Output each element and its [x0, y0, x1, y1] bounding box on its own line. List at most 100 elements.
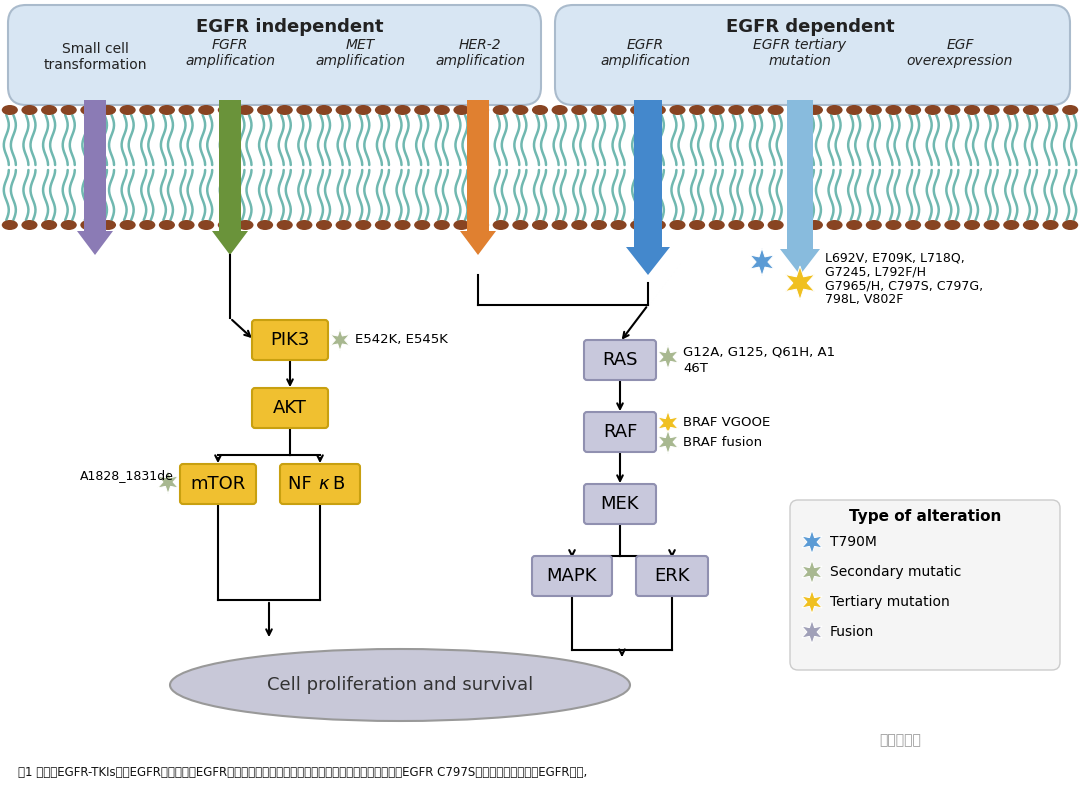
Ellipse shape — [905, 105, 921, 115]
Ellipse shape — [473, 220, 489, 230]
Ellipse shape — [316, 105, 332, 115]
FancyBboxPatch shape — [280, 464, 360, 504]
Ellipse shape — [768, 220, 784, 230]
FancyBboxPatch shape — [584, 484, 656, 524]
Ellipse shape — [964, 105, 980, 115]
Ellipse shape — [120, 105, 136, 115]
Ellipse shape — [238, 105, 254, 115]
Ellipse shape — [100, 220, 116, 230]
Ellipse shape — [492, 220, 509, 230]
Ellipse shape — [22, 220, 38, 230]
Ellipse shape — [748, 220, 764, 230]
Ellipse shape — [708, 105, 725, 115]
Ellipse shape — [336, 105, 352, 115]
Text: AKT: AKT — [273, 399, 307, 417]
Ellipse shape — [1023, 220, 1039, 230]
Ellipse shape — [846, 105, 862, 115]
Ellipse shape — [454, 105, 470, 115]
Text: EGFR tertiary
mutation: EGFR tertiary mutation — [754, 38, 847, 68]
Text: B: B — [332, 475, 345, 493]
FancyBboxPatch shape — [532, 556, 612, 596]
Ellipse shape — [748, 105, 764, 115]
Ellipse shape — [630, 220, 646, 230]
Ellipse shape — [178, 220, 194, 230]
Text: Type of alteration: Type of alteration — [849, 509, 1001, 523]
Text: EGFR
amplification: EGFR amplification — [600, 38, 690, 68]
Ellipse shape — [1003, 105, 1020, 115]
Ellipse shape — [787, 105, 804, 115]
Ellipse shape — [689, 105, 705, 115]
Polygon shape — [780, 249, 820, 275]
Text: EGFR independent: EGFR independent — [197, 18, 383, 36]
Ellipse shape — [591, 105, 607, 115]
Polygon shape — [212, 231, 248, 255]
Polygon shape — [626, 247, 670, 275]
Ellipse shape — [984, 220, 1000, 230]
Ellipse shape — [924, 220, 941, 230]
Ellipse shape — [120, 220, 136, 230]
Ellipse shape — [591, 220, 607, 230]
Ellipse shape — [22, 105, 38, 115]
Text: mTOR: mTOR — [190, 475, 245, 493]
Ellipse shape — [316, 220, 332, 230]
Polygon shape — [658, 430, 678, 454]
Ellipse shape — [826, 220, 842, 230]
Bar — [787, 100, 813, 249]
Ellipse shape — [689, 220, 705, 230]
Ellipse shape — [296, 220, 312, 230]
Text: ERK: ERK — [654, 567, 690, 585]
FancyBboxPatch shape — [636, 556, 708, 596]
Ellipse shape — [355, 220, 372, 230]
Ellipse shape — [1023, 105, 1039, 115]
Text: G12A, G125, Q61H, A1: G12A, G125, Q61H, A1 — [683, 346, 835, 358]
Text: E542K, E545K: E542K, E545K — [355, 333, 448, 347]
Ellipse shape — [41, 105, 57, 115]
FancyBboxPatch shape — [789, 500, 1059, 670]
Ellipse shape — [807, 220, 823, 230]
Polygon shape — [801, 620, 822, 644]
Ellipse shape — [787, 220, 804, 230]
Bar — [634, 100, 662, 247]
Ellipse shape — [159, 105, 175, 115]
Ellipse shape — [414, 105, 430, 115]
Ellipse shape — [708, 220, 725, 230]
Ellipse shape — [218, 105, 234, 115]
Polygon shape — [801, 560, 822, 584]
Ellipse shape — [650, 220, 666, 230]
Ellipse shape — [375, 220, 391, 230]
Ellipse shape — [670, 220, 686, 230]
Ellipse shape — [886, 105, 902, 115]
Ellipse shape — [552, 105, 568, 115]
Polygon shape — [460, 231, 496, 255]
Ellipse shape — [630, 105, 646, 115]
Ellipse shape — [60, 220, 77, 230]
Ellipse shape — [1042, 220, 1058, 230]
Ellipse shape — [886, 220, 902, 230]
Text: EGFR dependent: EGFR dependent — [726, 18, 894, 36]
Text: G7245, L792F/H: G7245, L792F/H — [825, 266, 926, 278]
Bar — [467, 100, 489, 231]
Ellipse shape — [846, 220, 862, 230]
Polygon shape — [158, 470, 178, 494]
Ellipse shape — [100, 105, 116, 115]
FancyBboxPatch shape — [584, 340, 656, 380]
Ellipse shape — [296, 105, 312, 115]
Ellipse shape — [257, 105, 273, 115]
Ellipse shape — [276, 220, 293, 230]
Ellipse shape — [944, 220, 960, 230]
Ellipse shape — [807, 105, 823, 115]
Text: FGFR
amplification: FGFR amplification — [185, 38, 275, 68]
Ellipse shape — [139, 220, 156, 230]
Ellipse shape — [2, 105, 18, 115]
Ellipse shape — [355, 105, 372, 115]
Text: HER-2
amplification: HER-2 amplification — [435, 38, 525, 68]
Ellipse shape — [512, 220, 528, 230]
Text: Small cell
transformation: Small cell transformation — [43, 42, 147, 72]
Text: PIK3: PIK3 — [270, 331, 310, 349]
Text: MET
amplification: MET amplification — [315, 38, 405, 68]
Ellipse shape — [866, 105, 882, 115]
Text: G7965/H, C797S, C797G,: G7965/H, C797S, C797G, — [825, 280, 983, 292]
Text: T790M: T790M — [831, 535, 877, 549]
Ellipse shape — [336, 220, 352, 230]
Ellipse shape — [571, 220, 588, 230]
